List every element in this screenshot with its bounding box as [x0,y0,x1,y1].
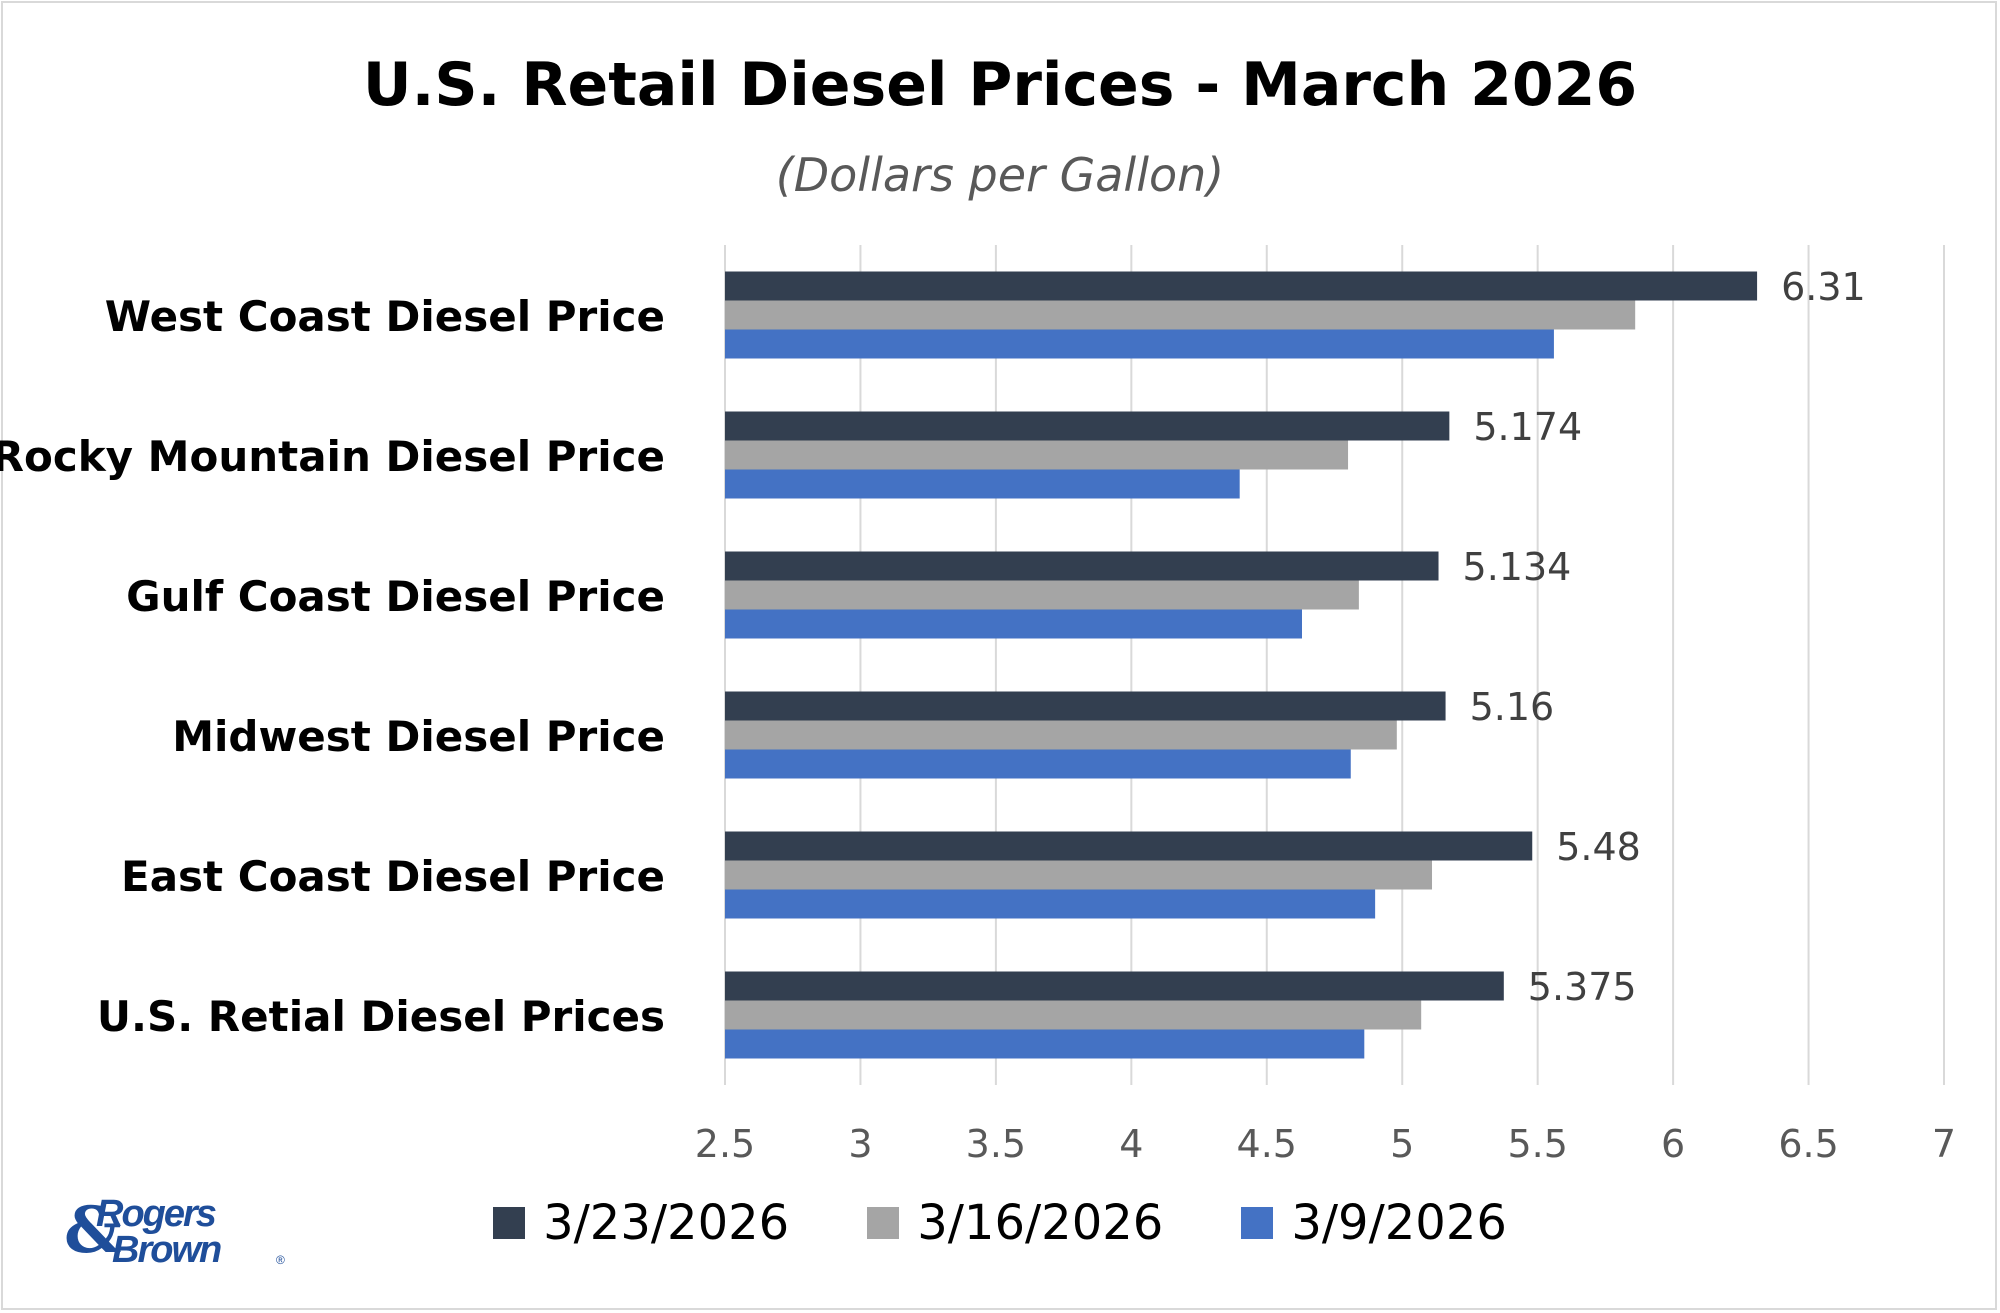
legend-label-series-3: 3/9/2026 [1291,1195,1507,1251]
category-label: East Coast Diesel Price [121,852,665,901]
logo-registered: ® [276,1253,285,1267]
bar-1 [725,971,1504,1001]
legend-swatch-series-3 [1241,1207,1274,1239]
legend: 3/23/2026 3/16/2026 3/9/2026 [0,1195,2000,1251]
data-label: 5.48 [1556,825,1641,869]
legend-item-series-1: 3/23/2026 [493,1195,789,1251]
bar-2 [725,720,1397,750]
data-label: 5.16 [1470,685,1555,729]
bar-1 [725,831,1533,861]
category-label: Midwest Diesel Price [172,712,665,761]
bar-2 [725,440,1349,470]
bar-3 [725,469,1240,499]
category-label: West Coast Diesel Price [105,292,665,341]
data-label: 5.134 [1463,545,1572,589]
x-tick-label: 6.5 [1778,1122,1838,1166]
logo-brown: Brown [112,1229,221,1270]
bar-3 [725,329,1554,359]
bar-1 [725,551,1439,581]
data-label: 5.174 [1473,405,1582,449]
chart-subtitle: (Dollars per Gallon) [775,148,1225,202]
x-tick-label: 2.5 [695,1122,755,1166]
bar-3 [725,749,1351,779]
bar-3 [725,889,1376,919]
x-tick-label: 3 [848,1122,872,1166]
logo-ampersand: & [64,1193,122,1268]
x-tick-label: 4.5 [1237,1122,1297,1166]
logo-rogers: Rogers [96,1193,216,1235]
legend-label-series-1: 3/23/2026 [543,1195,790,1251]
bar-2 [725,1000,1422,1030]
category-label: Rocky Mountain Diesel Price [0,432,665,481]
x-tick-label: 5.5 [1507,1122,1567,1166]
x-tick-label: 3.5 [966,1122,1026,1166]
bar-2 [725,580,1359,610]
bar-3 [725,609,1302,639]
data-label: 6.31 [1781,265,1866,309]
bar-1 [725,691,1446,721]
rogers-brown-logo: & Rogers Brown ® [64,1193,285,1270]
bar-2 [725,300,1636,330]
x-tick-label: 5 [1390,1122,1414,1166]
legend-item-series-2: 3/16/2026 [867,1195,1163,1251]
bar-2 [725,860,1433,890]
legend-swatch-series-2 [867,1207,900,1239]
chart-title: U.S. Retail Diesel Prices - March 2026 [362,50,1638,120]
bar-1 [725,271,1758,301]
legend-item-series-3: 3/9/2026 [1241,1195,1507,1251]
category-label: U.S. Retial Diesel Prices [97,992,665,1041]
bar-3 [725,1029,1365,1059]
bar-1 [725,411,1450,441]
x-tick-label: 7 [1932,1122,1956,1166]
legend-label-series-2: 3/16/2026 [917,1195,1164,1251]
data-label: 5.375 [1528,965,1637,1009]
x-tick-label: 6 [1661,1122,1685,1166]
x-tick-label: 4 [1119,1122,1143,1166]
category-label: Gulf Coast Diesel Price [126,572,665,621]
legend-swatch-series-1 [493,1207,526,1239]
